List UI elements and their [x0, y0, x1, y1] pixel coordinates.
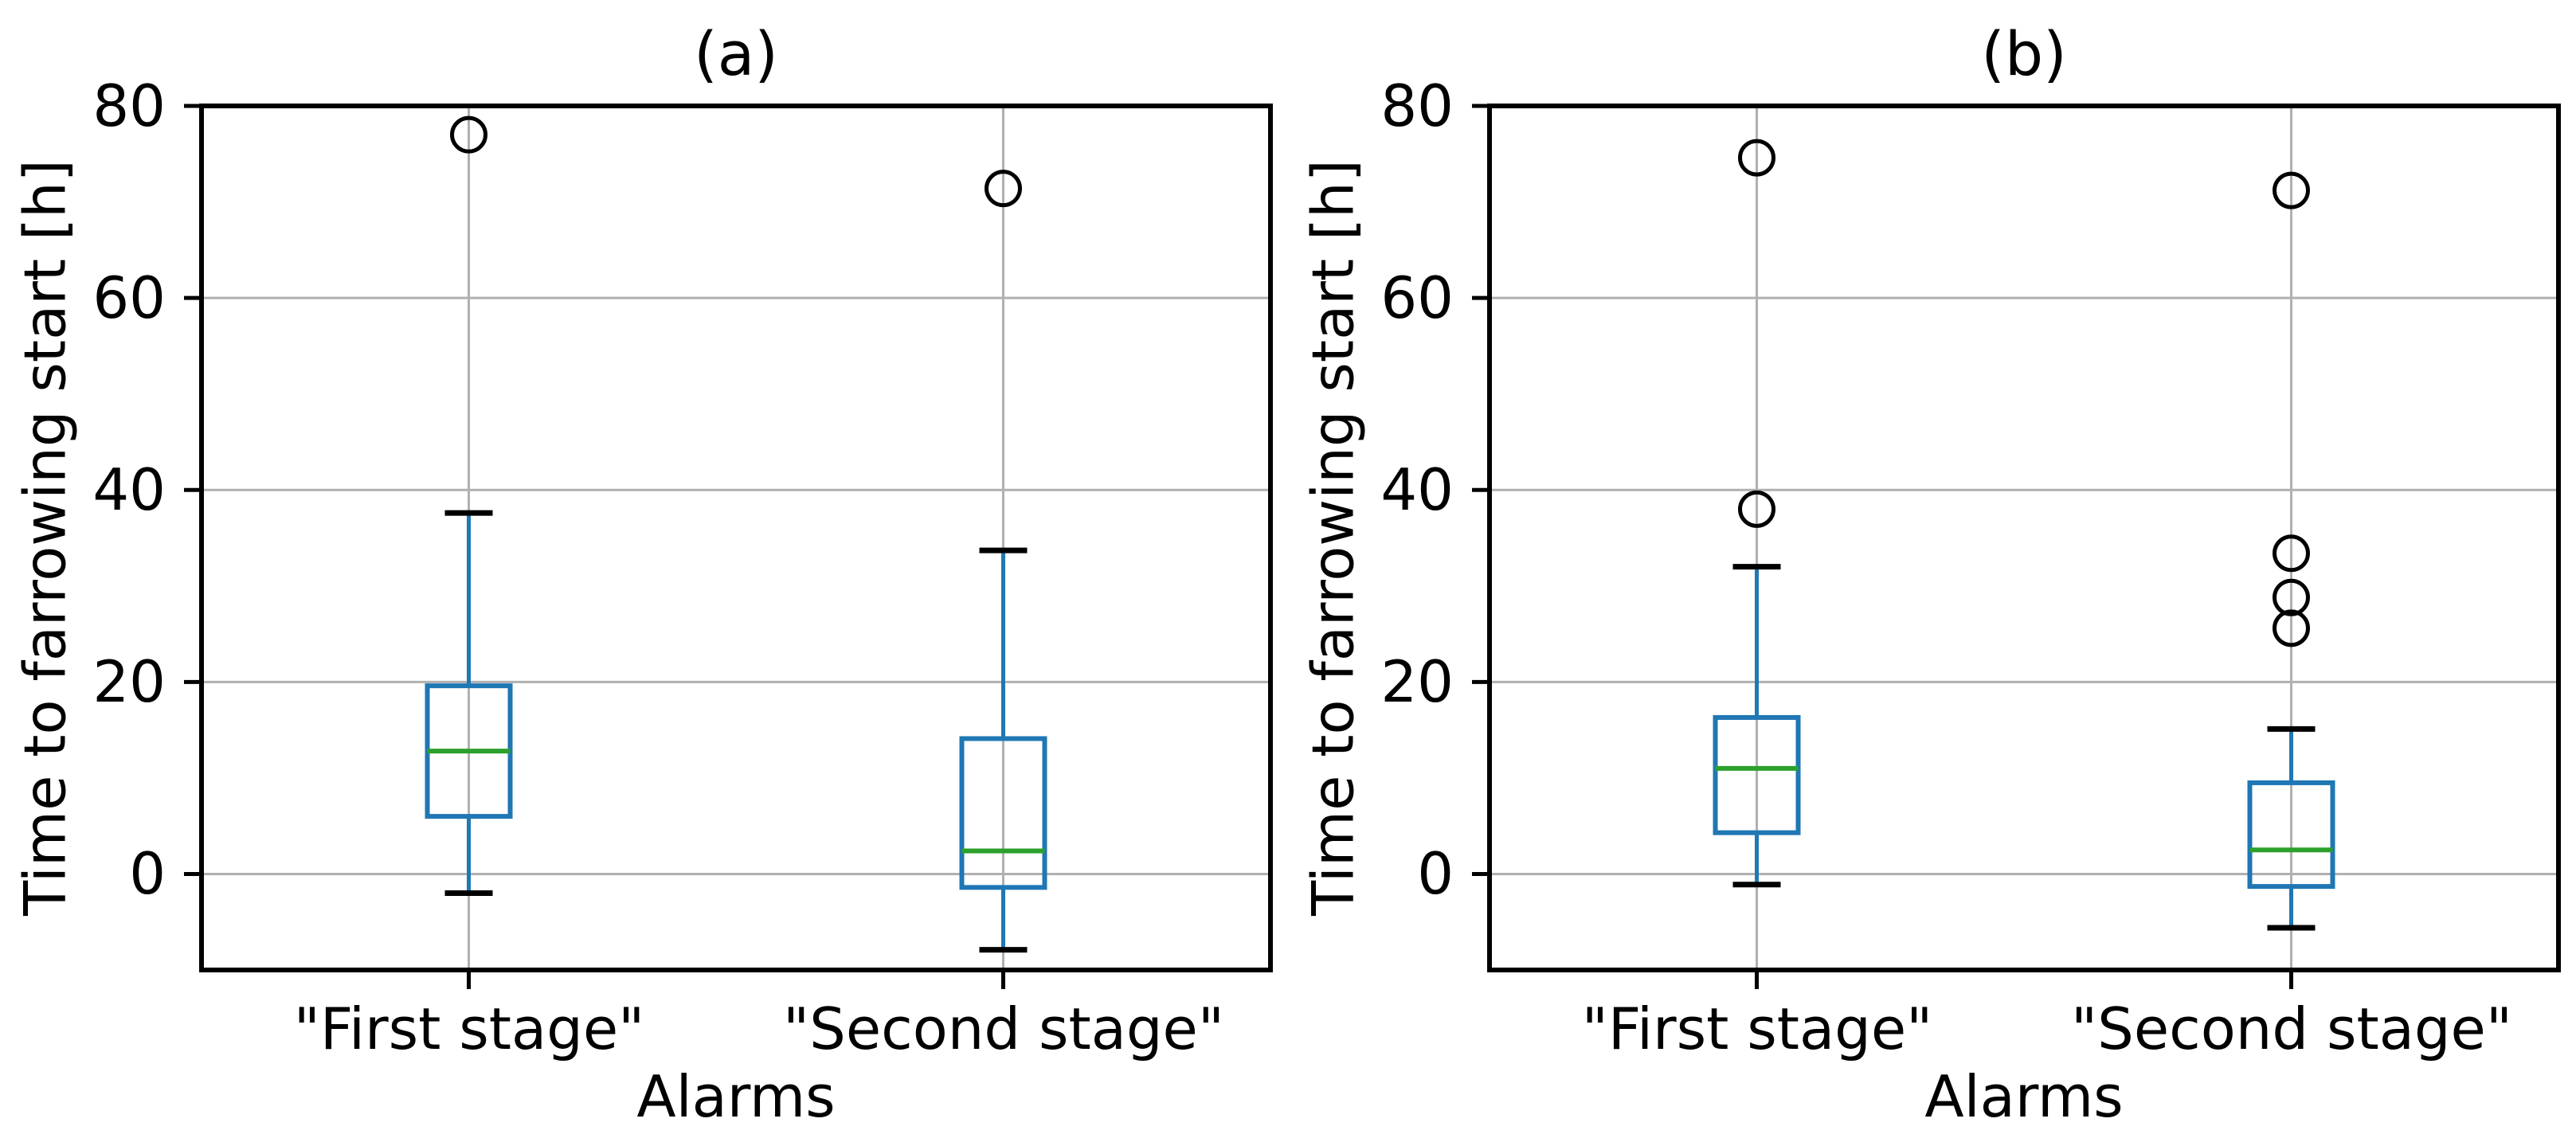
- box-1: [2247, 780, 2335, 890]
- subplot-b-title: (b): [1981, 18, 2067, 89]
- outlier-point-1-0: [2273, 171, 2310, 209]
- x-axis-label: Alarms: [1924, 1063, 2124, 1130]
- y-tick-label-80: 80: [1380, 72, 1454, 139]
- y-tick-label-40: 40: [92, 456, 166, 523]
- axes-spines: [199, 104, 1273, 972]
- outlier-point-0-0: [450, 115, 487, 154]
- x-tick-label-second-stage: "Second stage": [783, 995, 1224, 1062]
- box-1: [959, 736, 1047, 890]
- y-tick-label-0: 0: [1417, 840, 1454, 907]
- axes-spines: [1487, 104, 2561, 972]
- y-tick-label-20: 20: [92, 648, 166, 715]
- plot-svg-a: [184, 104, 1273, 989]
- subplot-a-title: (a): [694, 18, 778, 89]
- outlier-point-1-1: [2273, 534, 2310, 573]
- y-tick-label-60: 60: [1380, 264, 1454, 331]
- outlier-point-0-1: [1738, 490, 1775, 528]
- subplot-b: (b) Time to farrowing start [h] 80 60 40…: [1288, 0, 2576, 1142]
- outlier-point-1-2: [2273, 578, 2310, 616]
- x-tick-label-first-stage: "First stage": [1581, 995, 1933, 1062]
- outlier-point-1-0: [985, 170, 1022, 208]
- x-tick-label-second-stage: "Second stage": [2071, 995, 2512, 1062]
- plot-svg-b: [1472, 104, 2561, 989]
- box-0: [1713, 714, 1801, 835]
- y-tick-label-80: 80: [92, 72, 166, 139]
- y-tick-label-60: 60: [92, 264, 166, 331]
- y-tick-label-0: 0: [129, 840, 166, 907]
- y-tick-label-40: 40: [1380, 456, 1454, 523]
- y-tick-label-20: 20: [1380, 648, 1454, 715]
- outlier-point-1-3: [2273, 609, 2310, 647]
- subplot-a: (a) Time to farrowing start [h] 80 60 40…: [12, 18, 1273, 1130]
- outlier-point-0-0: [1738, 139, 1775, 177]
- x-tick-label-first-stage: "First stage": [293, 995, 645, 1062]
- x-axis-label: Alarms: [636, 1063, 836, 1130]
